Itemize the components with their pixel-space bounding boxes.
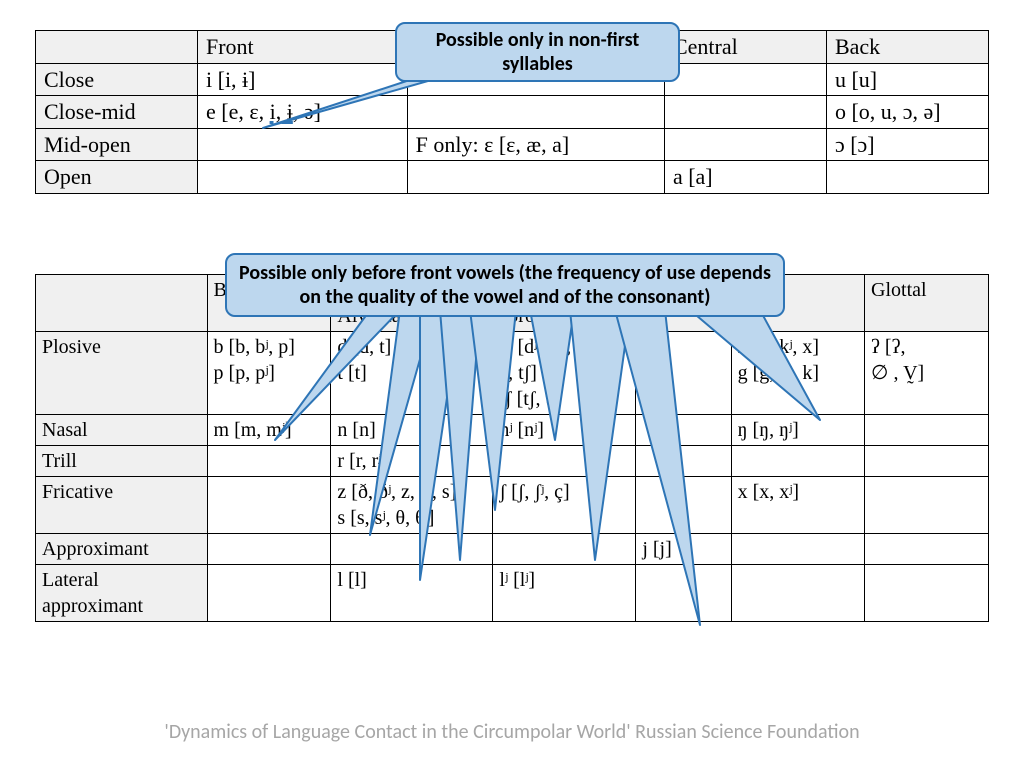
callout-non-first-syllables: Possible only in non-first syllables — [395, 22, 680, 82]
callout-before-front-vowels: Possible only before front vowels (the f… — [225, 253, 785, 317]
callout-pointers — [0, 0, 1024, 768]
